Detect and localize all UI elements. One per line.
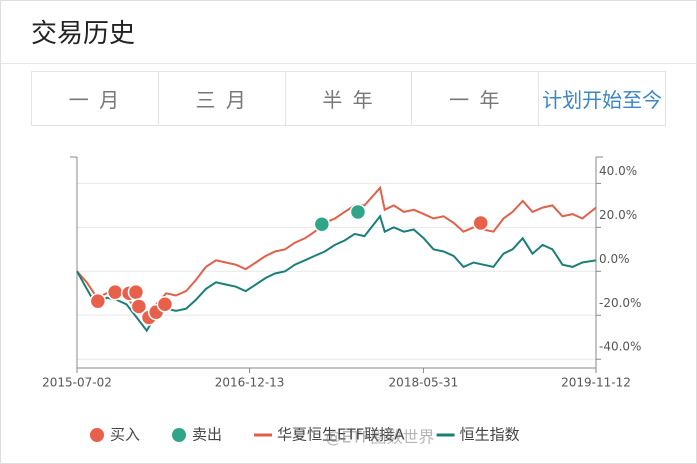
- x-tick-label: 2018-05-31: [389, 376, 459, 390]
- tab[interactable]: 半 年: [284, 72, 412, 125]
- line: [76, 185, 597, 322]
- tab[interactable]: 计划开始至今: [538, 72, 665, 125]
- legend-label: 卖出: [192, 426, 222, 444]
- marker: [349, 203, 367, 221]
- marker: [472, 214, 489, 232]
- marker: [313, 216, 331, 233]
- legend-marker: [90, 428, 104, 442]
- y-tick-label: -40.0%: [599, 340, 641, 354]
- marker: [127, 283, 145, 301]
- tab[interactable]: 一 年: [411, 72, 538, 125]
- x-tick-label: 2015-07-02: [42, 376, 112, 390]
- legend-label: 恒生指数: [460, 426, 520, 444]
- y-tick-label: -20.0%: [599, 296, 641, 310]
- y-tick-label: 20.0%: [599, 208, 637, 222]
- tab[interactable]: 三 月: [157, 72, 285, 125]
- marker: [89, 292, 107, 310]
- y-tick-label: 40.0%: [599, 164, 637, 178]
- watermark: @ETF圈数世界: [325, 428, 434, 447]
- y-tick-label: 0.0%: [599, 252, 630, 266]
- legend-marker: [172, 428, 187, 442]
- marker: [106, 283, 124, 301]
- legend-label: 华夏恒生ETF联接A: [277, 426, 405, 444]
- marker: [130, 298, 148, 315]
- page-title: 交易历史: [31, 19, 136, 49]
- x-tick-label: 2019-11-12: [561, 376, 631, 390]
- divider: [1, 63, 696, 64]
- x-tick-label: 2016-12-13: [215, 376, 285, 390]
- chart: -40.0% -20.0% 0.0% 20.0% 40.0% 2015-07-02 2016…: [42, 156, 641, 447]
- marker: [156, 296, 174, 313]
- legend-label: 买入: [110, 426, 140, 444]
- tab-bar: 一 月 三 月半 年一 年计划开始至今: [31, 71, 666, 126]
- tab[interactable]: 一 月: [68, 88, 122, 112]
